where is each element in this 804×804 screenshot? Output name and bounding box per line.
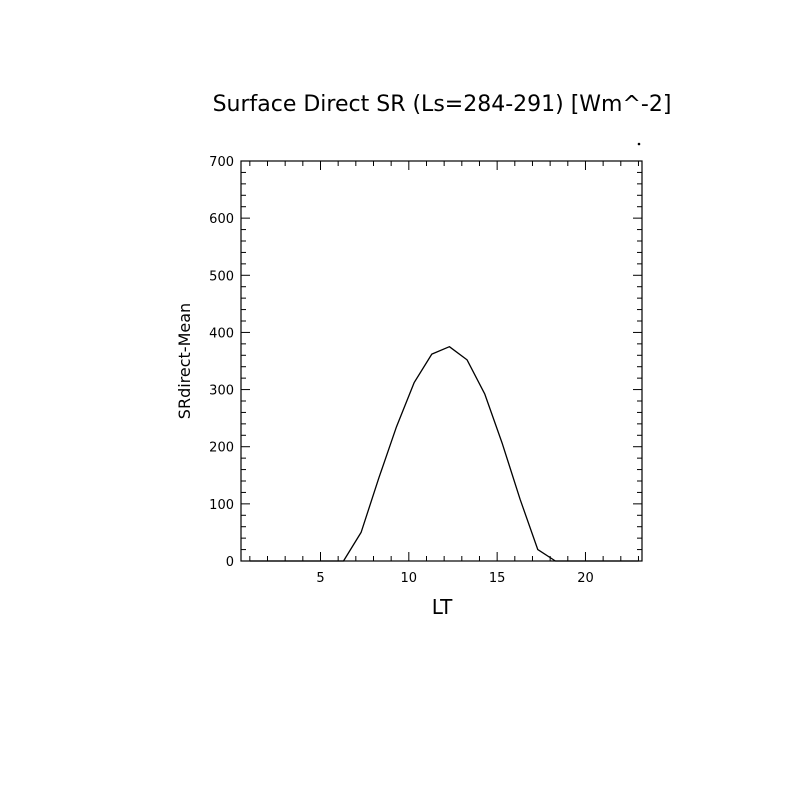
plot-frame bbox=[240, 160, 643, 562]
y-tick-label: 200 bbox=[209, 441, 234, 456]
y-tick-label: 100 bbox=[209, 498, 234, 513]
y-tick-label: 700 bbox=[209, 155, 234, 170]
y-tick-label: 0 bbox=[226, 555, 234, 570]
series-group bbox=[249, 346, 639, 562]
y-tick-label: 600 bbox=[209, 212, 234, 227]
axis-ticks bbox=[241, 160, 642, 562]
x-tick-label: 20 bbox=[577, 571, 594, 586]
y-tick-label: 500 bbox=[209, 269, 234, 284]
x-tick-label: 5 bbox=[316, 571, 324, 586]
x-tick-label: 10 bbox=[401, 571, 418, 586]
x-axis-label: LT bbox=[432, 595, 453, 619]
y-tick-label: 400 bbox=[209, 326, 234, 341]
y-axis-label: SRdirect-Mean bbox=[175, 303, 194, 419]
plot-area bbox=[240, 142, 643, 562]
chart-title: Surface Direct SR (Ls=284-291) [Wm^-2] bbox=[213, 92, 672, 117]
x-tick-label: 15 bbox=[489, 571, 506, 586]
corner-dot bbox=[637, 142, 641, 146]
series-line bbox=[249, 346, 639, 562]
y-tick-label: 300 bbox=[209, 384, 234, 399]
